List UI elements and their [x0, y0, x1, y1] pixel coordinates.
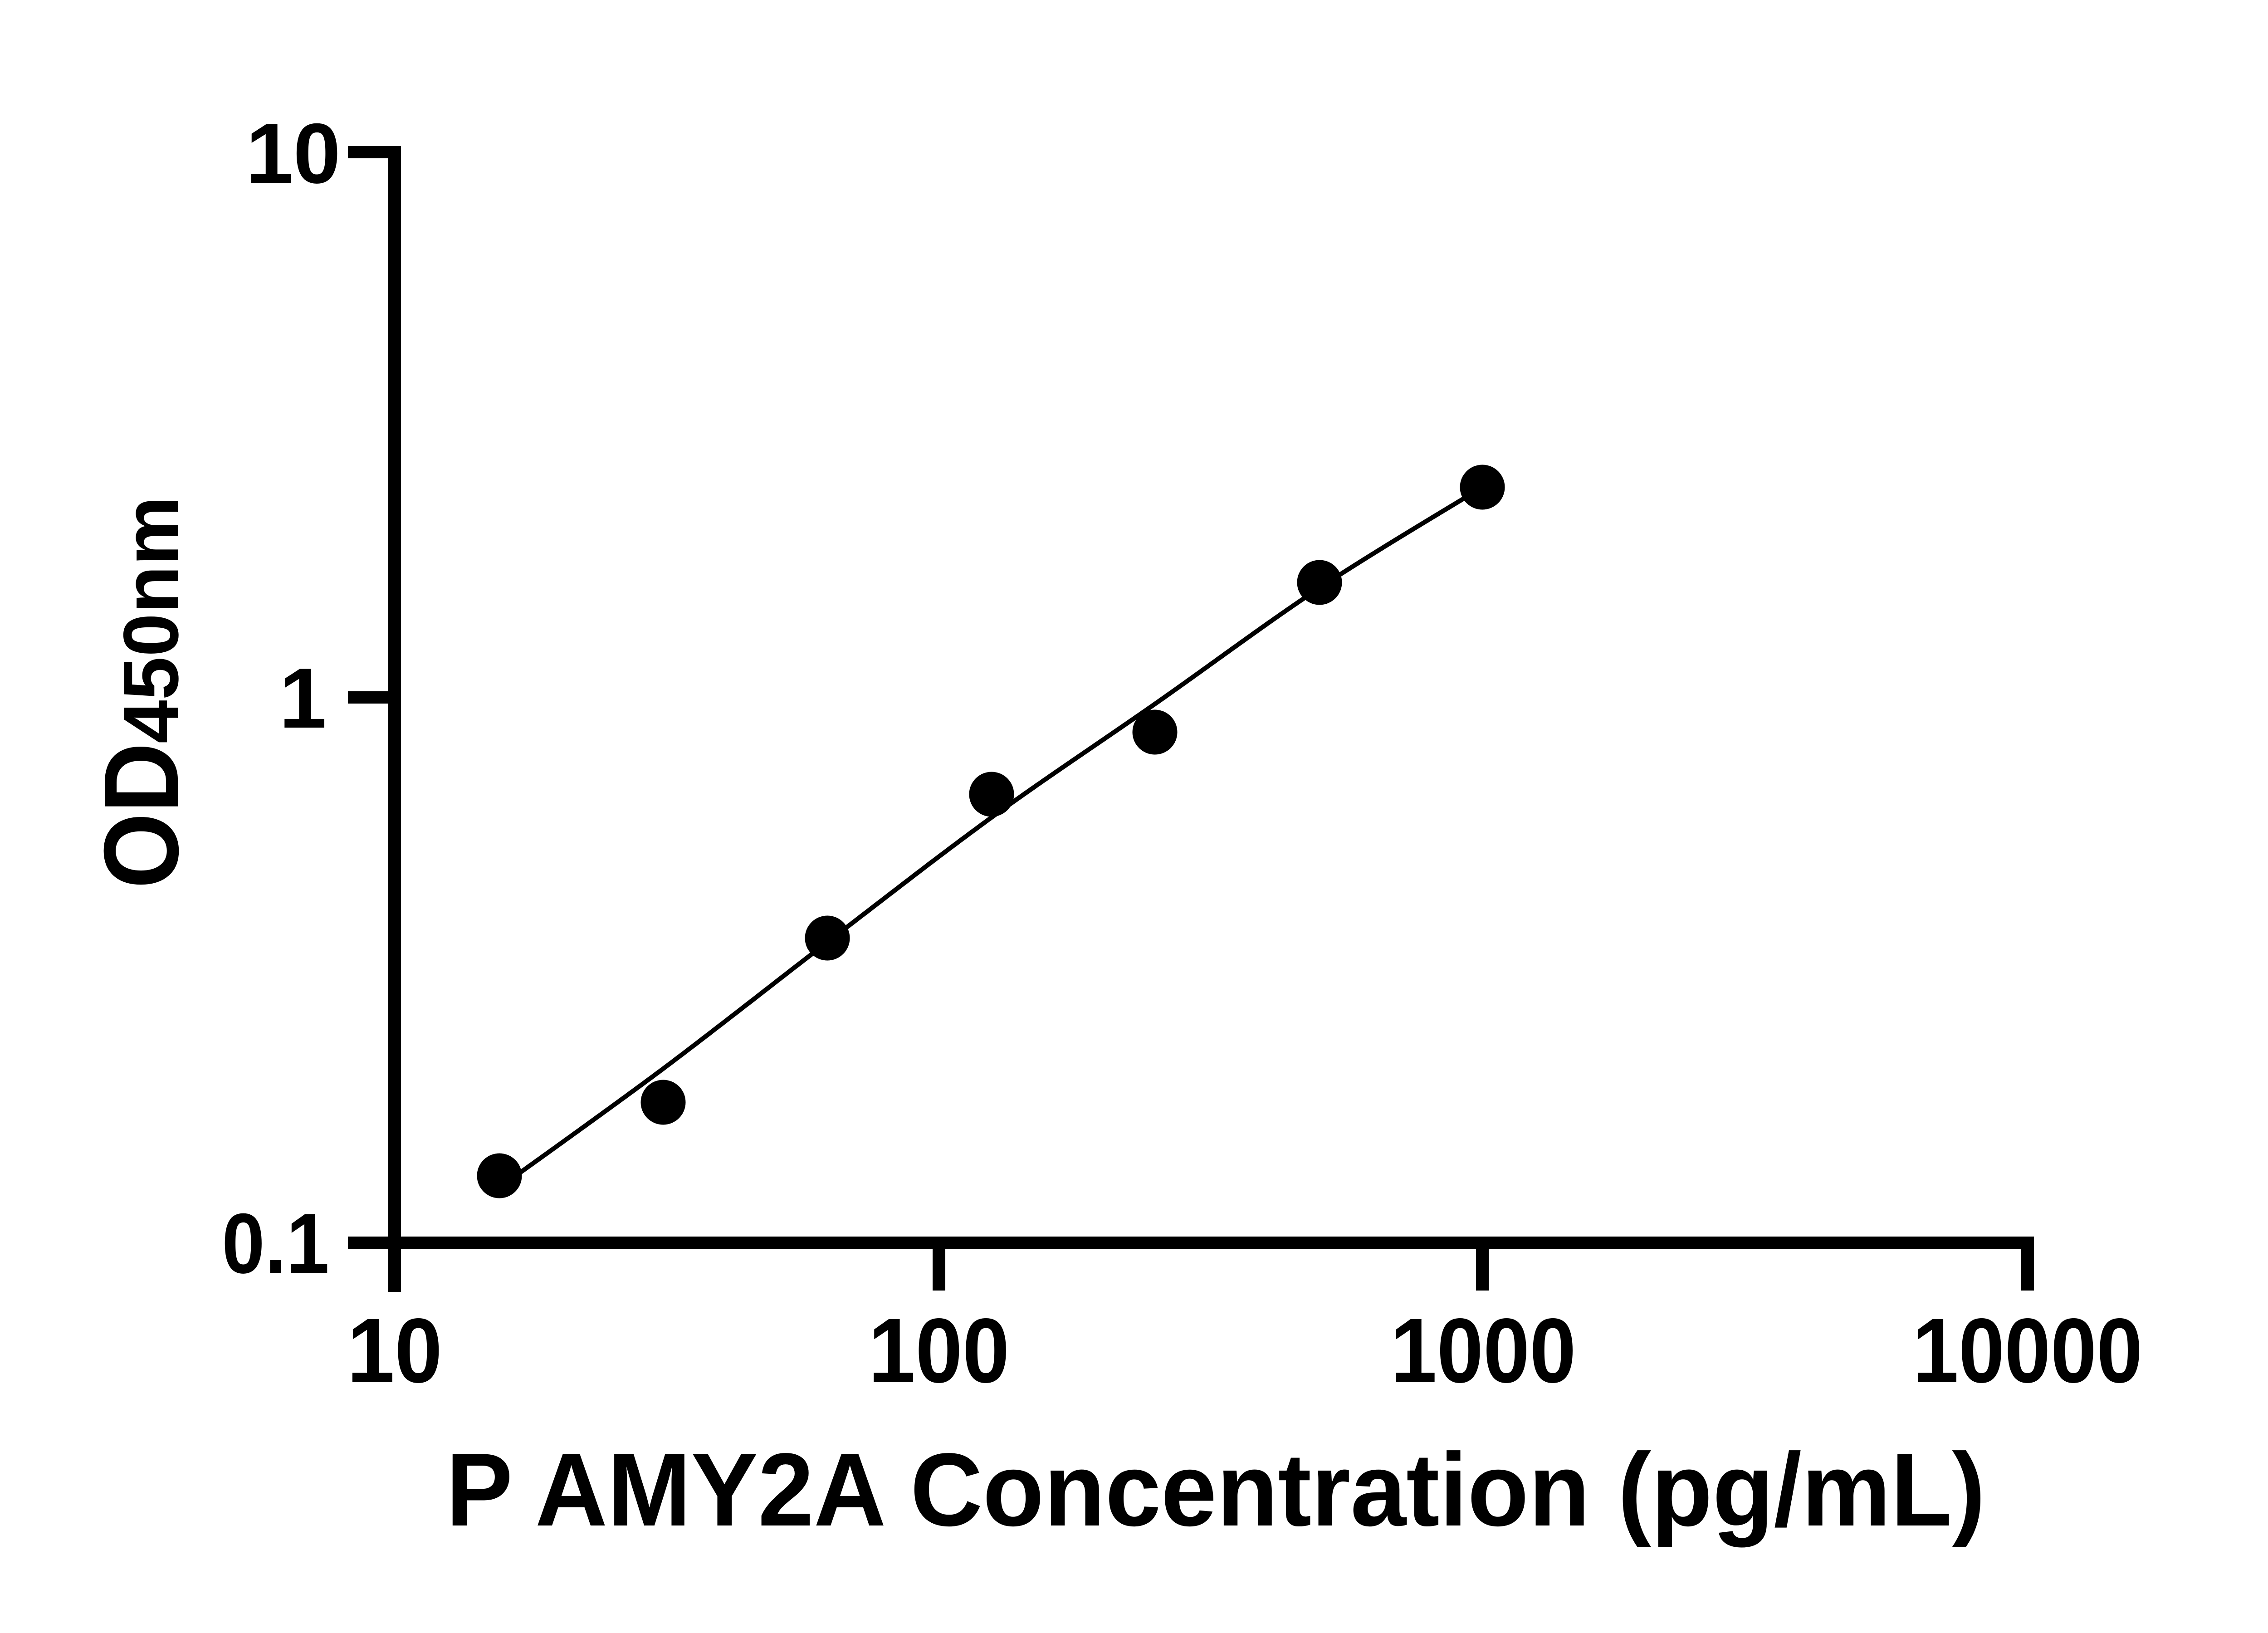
svg-text:450nm: 450nm: [108, 496, 195, 743]
svg-text:10000: 10000: [1913, 1299, 2143, 1402]
svg-text:P AMY2A Concentration (pg/mL): P AMY2A Concentration (pg/mL): [446, 1432, 1985, 1548]
svg-text:0.1: 0.1: [222, 1196, 329, 1291]
svg-text:100: 100: [869, 1299, 1010, 1402]
svg-text:OD: OD: [82, 743, 200, 889]
svg-text:10: 10: [347, 1299, 442, 1402]
svg-text:1: 1: [279, 650, 327, 746]
svg-text:1000: 1000: [1391, 1299, 1576, 1402]
svg-text:10: 10: [246, 106, 341, 201]
